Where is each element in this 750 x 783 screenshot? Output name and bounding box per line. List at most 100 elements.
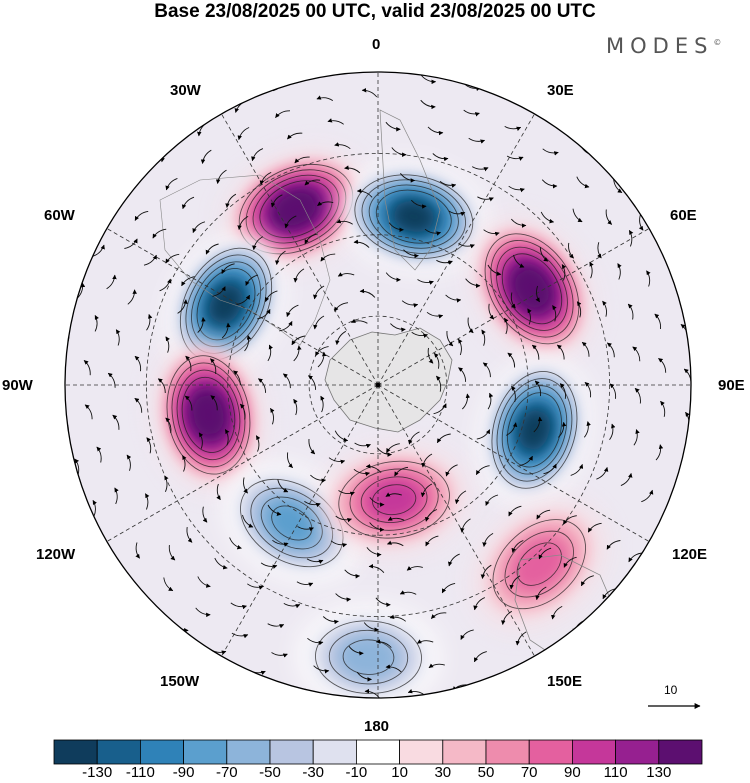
wind-streamline [202,506,208,523]
wind-streamline [507,352,516,368]
wind-streamline [447,553,460,567]
lon-label-180: 180 [364,718,390,735]
wind-streamline [428,663,445,669]
wind-streamline [287,132,303,140]
wind-streamline [184,395,193,411]
wind-streamline [436,375,442,392]
modes-logo-text: MODES [606,34,714,58]
lon-label-30e: 30E [547,82,574,99]
colorbar-swatch [226,739,271,765]
wind-streamline [511,540,524,553]
wind-streamline [124,238,138,249]
anomaly-pos-135e [476,503,602,625]
wind-streamline [420,74,437,85]
wind-streamline [654,313,662,330]
wind-streamline [283,603,301,609]
wind-streamline [359,288,376,298]
wind-streamline [134,355,142,372]
wind-streamline [468,137,486,144]
wind-streamline [473,651,487,663]
wind-streamline [159,278,172,292]
wind-streamline [425,509,438,522]
wind-streamline [348,646,364,656]
anomaly-neg-145w [226,466,358,580]
colorbar-tick-label: -50 [259,764,281,781]
colorbar-tick-label: 10 [391,764,408,781]
wind-streamline [487,264,502,276]
wind-streamline [584,381,592,398]
meridian-line [106,228,379,386]
colorbar-swatch [355,739,400,765]
wind-streamline [282,373,291,389]
wind-streamline [538,547,552,560]
wind-streamline [401,300,419,308]
wind-streamline [445,294,462,303]
wind-streamline [460,518,471,533]
wind-streamline [195,607,211,618]
colorbar-swatch [615,739,660,765]
wind-streamline [245,274,259,286]
wind-streamline [533,416,543,433]
wind-streamline [606,540,621,550]
wind-streamline [504,126,522,131]
wind-streamline [221,263,235,275]
wind-streamline [475,465,490,475]
wind-streamline [485,494,499,506]
wind-streamline [335,515,352,523]
wind-streamline [460,629,474,640]
wind-streamline [350,318,368,324]
wind-streamline [267,623,285,629]
wind-streamline [441,582,456,594]
wind-streamline [476,429,491,440]
wind-streamline [157,378,166,394]
wind-streamline [403,249,419,259]
wind-streamline [602,300,607,317]
wind-streamline [344,569,361,579]
wind-streamline [426,311,444,319]
wind-streamline [212,286,226,297]
wind-streamline [334,430,349,442]
wind-streamline [152,228,167,239]
wind-streamline [609,423,616,441]
wind-streamline [181,196,195,210]
wind-streamline [509,575,521,590]
wind-streamline [65,371,66,387]
map-title: Base 23/08/2025 00 UTC, valid 23/08/2025… [154,1,596,22]
wind-streamline [163,577,174,592]
wind-streamline [570,463,584,476]
wind-streamline [353,239,370,248]
wind-streamline [386,540,404,547]
wind-streamline [399,590,417,595]
wind-streamline [255,435,261,452]
wind-streamline [327,118,344,125]
map-boundary [64,71,692,699]
wind-streamline [197,576,211,588]
colorbar-swatch [528,739,573,765]
wind-streamline [143,254,157,266]
wind-streamline [504,317,509,335]
wind-streamline [394,466,409,477]
wind-streamline [427,126,444,136]
wind-streamline [243,477,248,494]
colorbar-swatch [485,739,530,765]
wind-streamline [385,272,401,283]
meridian-line [221,113,379,386]
parallel-circle [308,315,448,455]
wind-streamline [146,313,153,331]
wind-streamline [284,215,297,229]
wind-streamline [251,148,264,162]
wind-streamline [375,639,392,648]
wind-streamline [408,431,420,445]
meridian-line [377,384,650,542]
colorbar [53,739,703,765]
wind-streamline [539,247,549,262]
anomaly-neg-105e [482,360,587,500]
wind-streamline [316,95,334,101]
wind-streamline [563,515,577,525]
wind-streamline [334,142,351,150]
wind-streamline [458,367,467,382]
wind-streamline [589,261,594,279]
wind-streamline [559,383,566,399]
wind-streamline [239,403,246,420]
lon-label-0: 0 [372,36,381,53]
